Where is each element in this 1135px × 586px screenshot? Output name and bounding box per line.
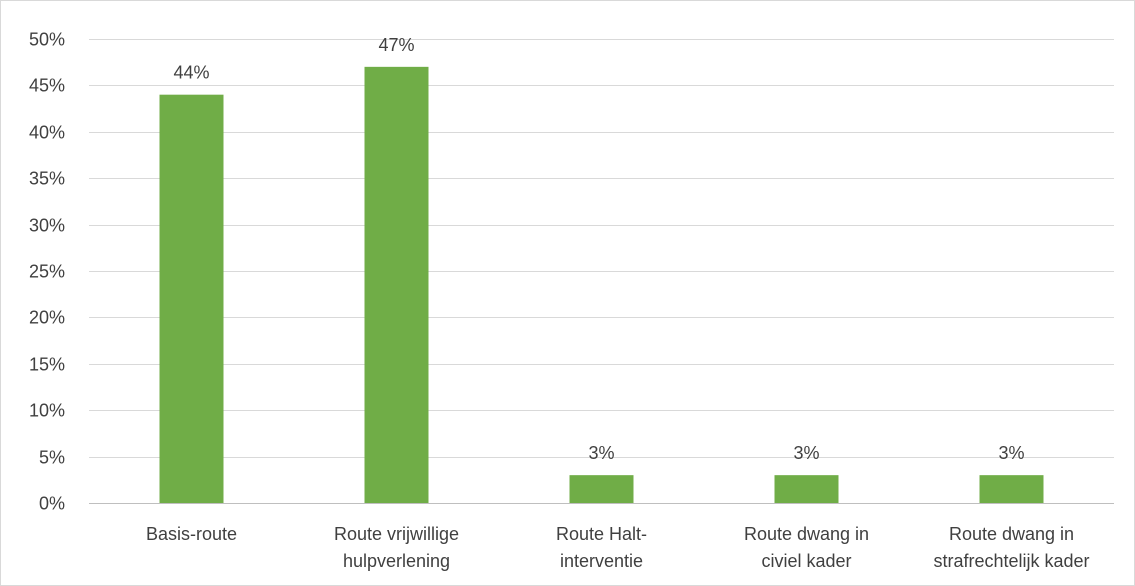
bar <box>364 66 429 503</box>
y-tick-label: 20% <box>29 308 65 328</box>
y-tick-label: 30% <box>29 216 65 236</box>
bar <box>159 94 224 504</box>
y-tick-label: 40% <box>29 123 65 143</box>
data-label: 3% <box>998 443 1024 463</box>
y-tick-label: 5% <box>39 448 65 468</box>
y-tick-label: 15% <box>29 355 65 375</box>
data-label: 47% <box>378 35 414 55</box>
category-label-line: hulpverlening <box>343 551 450 571</box>
category-label: Route Halt-interventie <box>556 524 647 571</box>
category-label-line: interventie <box>560 551 643 571</box>
data-label: 44% <box>173 63 209 83</box>
y-tick-label: 45% <box>29 76 65 96</box>
y-axis-tick-labels: 0% 5% 10% 15% 20% 25% 30% 35% 40% 45% 50% <box>29 30 65 514</box>
bars <box>159 66 1044 504</box>
bar <box>774 475 839 503</box>
bar <box>569 475 634 503</box>
data-label: 3% <box>588 443 614 463</box>
y-tick-label: 25% <box>29 262 65 282</box>
category-label-line: strafrechtelijk kader <box>933 551 1089 571</box>
category-label: Basis-route <box>146 524 237 544</box>
category-label-line: Route Halt- <box>556 524 647 544</box>
category-label-line: Basis-route <box>146 524 237 544</box>
category-label: Route vrijwillige hulpverlening <box>334 524 459 571</box>
category-label-line: Route dwang in <box>949 524 1074 544</box>
category-label: Route dwang in strafrechtelijk kader <box>933 524 1089 571</box>
category-label-line: civiel kader <box>761 551 851 571</box>
category-label-line: Route vrijwillige <box>334 524 459 544</box>
gridlines <box>89 39 1114 504</box>
category-label: Route dwang in civiel kader <box>744 524 869 571</box>
data-labels: 44% 47% 3% 3% 3% <box>173 35 1024 463</box>
x-axis-category-labels: Basis-route Route vrijwillige hulpverlenin… <box>146 524 1090 571</box>
y-tick-label: 35% <box>29 169 65 189</box>
bar <box>979 475 1044 503</box>
category-label-line: Route dwang in <box>744 524 869 544</box>
data-label: 3% <box>793 443 819 463</box>
y-tick-label: 50% <box>29 30 65 50</box>
y-tick-label: 0% <box>39 494 65 514</box>
y-tick-label: 10% <box>29 401 65 421</box>
